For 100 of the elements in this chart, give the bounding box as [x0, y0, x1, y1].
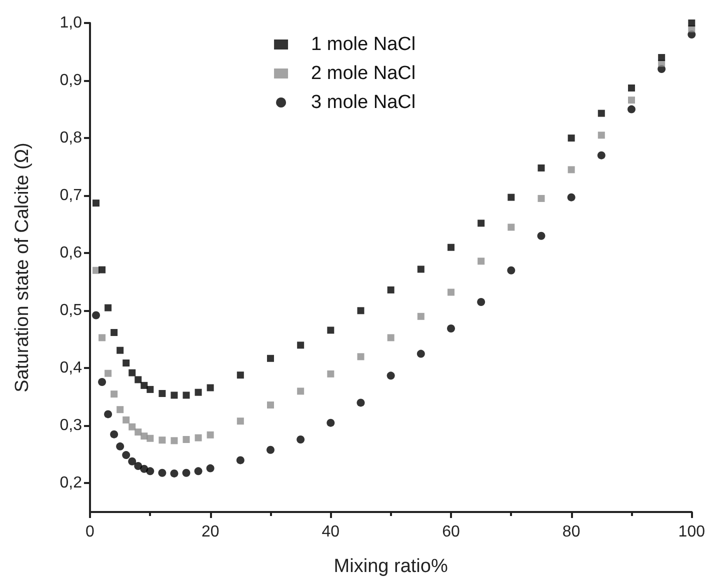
point — [116, 346, 124, 354]
point — [116, 442, 124, 450]
point — [297, 342, 304, 349]
point — [134, 376, 142, 384]
point — [477, 298, 486, 306]
point — [206, 431, 214, 438]
point — [98, 378, 106, 386]
point — [627, 105, 636, 114]
point — [598, 110, 605, 117]
point — [417, 312, 424, 320]
point — [110, 390, 118, 398]
point — [134, 462, 142, 470]
x-tick-label: 60 — [442, 524, 460, 540]
y-tick-label: 0,6 — [60, 244, 82, 262]
point — [568, 166, 575, 174]
point — [104, 370, 112, 377]
point — [417, 266, 424, 273]
point — [128, 423, 136, 430]
point — [182, 468, 190, 477]
y-tick-label: 0,2 — [60, 474, 82, 492]
point — [146, 386, 154, 393]
point — [478, 258, 485, 265]
point — [386, 372, 395, 380]
point — [266, 446, 274, 454]
point — [140, 432, 148, 440]
point — [537, 232, 546, 240]
point — [236, 456, 244, 464]
point — [122, 360, 130, 366]
point — [206, 384, 214, 392]
point — [122, 416, 130, 424]
point — [170, 469, 178, 478]
point — [116, 406, 124, 414]
point — [128, 369, 136, 376]
point — [110, 329, 118, 336]
point — [538, 194, 545, 202]
point — [128, 457, 136, 466]
point — [327, 326, 334, 334]
point — [206, 464, 214, 472]
point — [658, 54, 666, 62]
point — [507, 266, 516, 274]
x-tick-label: 0 — [86, 524, 95, 540]
point — [447, 244, 454, 251]
point — [538, 164, 545, 172]
point — [110, 430, 118, 438]
point — [98, 266, 106, 274]
point — [688, 20, 696, 26]
point — [327, 370, 334, 378]
legend-label: 2 mole NaCl — [311, 63, 416, 84]
point — [266, 401, 274, 408]
point — [92, 311, 100, 320]
point — [98, 334, 106, 342]
point — [158, 390, 166, 397]
point — [158, 436, 166, 444]
point — [140, 382, 148, 389]
point — [416, 350, 425, 358]
point — [146, 467, 154, 476]
y-tick-label: 0,4 — [60, 360, 82, 377]
point — [236, 372, 244, 379]
point — [447, 288, 454, 296]
point — [158, 468, 166, 477]
point — [296, 436, 305, 444]
legend-label: 1 mole NaCl — [311, 34, 416, 55]
y-tick-label: 0,3 — [60, 417, 82, 434]
x-tick-label: 80 — [562, 524, 580, 540]
x-tick-label: 40 — [322, 524, 340, 540]
point — [104, 304, 112, 312]
point — [387, 334, 394, 342]
point — [194, 467, 202, 476]
x-tick-label: 20 — [201, 524, 220, 540]
point — [297, 388, 304, 395]
point — [568, 134, 575, 142]
point — [628, 84, 635, 92]
point — [236, 418, 244, 425]
point — [508, 224, 515, 231]
y-tick-label: 0,7 — [60, 187, 82, 204]
y-tick-label: 0,8 — [60, 130, 82, 147]
point — [92, 200, 100, 207]
legend-label: 3 mole NaCl — [311, 92, 416, 113]
point — [170, 437, 178, 444]
point — [182, 436, 190, 444]
y-axis-title: Saturation state of Calcite (Ω) — [12, 142, 33, 392]
point — [597, 151, 606, 160]
point — [134, 428, 142, 436]
point — [104, 410, 112, 418]
x-axis-title: Mixing ratio% — [334, 556, 448, 577]
point — [146, 434, 154, 442]
y-tick-label: 0,9 — [60, 72, 82, 90]
point — [170, 392, 178, 399]
y-tick-label: 0,5 — [60, 302, 82, 320]
point — [598, 132, 605, 139]
point — [357, 307, 364, 314]
point — [357, 353, 364, 360]
point — [194, 388, 202, 396]
point — [326, 418, 335, 427]
point — [194, 434, 202, 442]
x-tick-label: 100 — [678, 524, 706, 540]
point — [478, 220, 485, 227]
point — [122, 451, 130, 460]
point — [387, 286, 394, 294]
point — [447, 324, 455, 332]
